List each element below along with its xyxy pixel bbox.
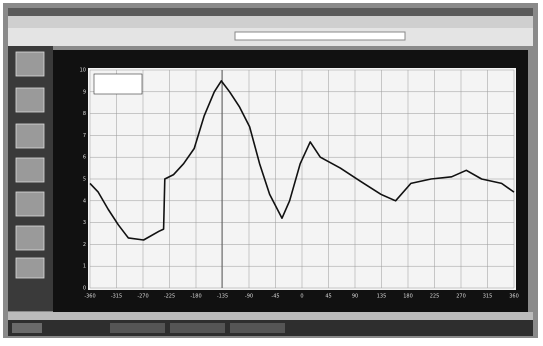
start-button[interactable] [12, 323, 42, 333]
x-tick-label: 315 [483, 294, 493, 300]
task-button[interactable] [170, 323, 225, 333]
x-tick-label: 90 [352, 294, 358, 300]
x-tick-label: -180 [190, 294, 201, 300]
x-tick-label: -270 [137, 294, 148, 300]
x-tick-label: -135 [217, 294, 228, 300]
x-tick-label: -225 [164, 294, 175, 300]
x-tick-label: -360 [84, 294, 95, 300]
x-tick-label: 135 [377, 294, 387, 300]
side-button[interactable] [16, 52, 44, 76]
x-tick-label: 0 [300, 294, 303, 300]
menu-bar [8, 16, 533, 28]
x-tick-label: -45 [271, 294, 279, 300]
y-tick-label: 2 [83, 242, 86, 248]
screen-photo: -360-315-270-225-180-135-90-450459013518… [0, 0, 543, 342]
y-tick-label: 6 [83, 155, 86, 161]
y-tick-label: 1 [83, 264, 86, 270]
path-field[interactable] [235, 32, 405, 40]
status-bar [8, 312, 533, 320]
x-tick-label: 225 [430, 294, 440, 300]
side-button[interactable] [16, 226, 44, 250]
x-tick-label: 180 [403, 294, 413, 300]
y-tick-label: 10 [80, 68, 86, 74]
task-button[interactable] [230, 323, 285, 333]
y-tick-label: 5 [83, 177, 86, 183]
x-tick-label: -90 [245, 294, 253, 300]
y-tick-label: 9 [83, 89, 86, 95]
title-bar [8, 8, 533, 16]
y-tick-label: 0 [83, 286, 86, 292]
task-button[interactable] [110, 323, 165, 333]
y-tick-label: 4 [83, 198, 86, 204]
side-button[interactable] [16, 192, 44, 216]
legend-box [94, 74, 142, 94]
side-button[interactable] [16, 258, 44, 278]
x-tick-label: -315 [111, 294, 122, 300]
x-tick-label: 45 [325, 294, 331, 300]
x-tick-label: 270 [456, 294, 466, 300]
side-button[interactable] [16, 88, 44, 112]
side-button[interactable] [16, 158, 44, 182]
y-tick-label: 7 [83, 133, 86, 139]
side-button[interactable] [16, 124, 44, 148]
y-tick-label: 3 [83, 220, 86, 226]
y-tick-label: 8 [83, 111, 86, 117]
x-tick-label: 360 [509, 294, 519, 300]
